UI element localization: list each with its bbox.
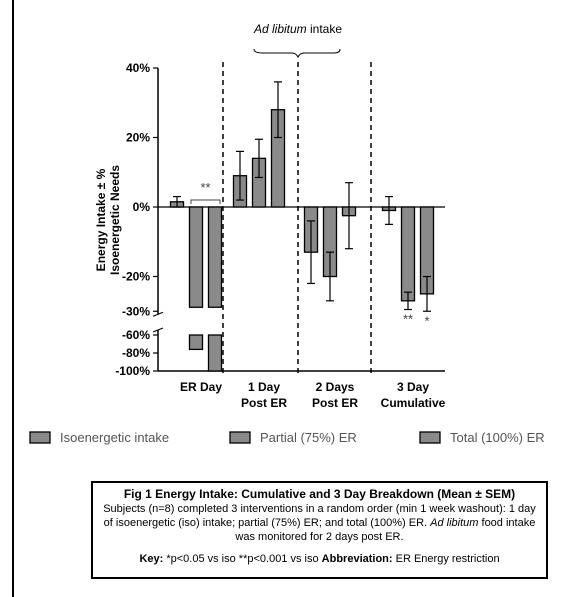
caption-body: Subjects (n=8) completed 3 interventions… (99, 502, 540, 544)
chart-plot-area: 40% 20% 0% -20% -30% -60% -80% -100% Energy Inta… (94, 22, 446, 410)
category-label-line: ER Day (180, 380, 222, 394)
significance-marker: ** (403, 312, 413, 327)
legend: Isoenergetic intake Partial (75%) ER Total… (29, 430, 545, 445)
category-label-line: Post ER (312, 396, 358, 410)
y-tick-label: -20% (122, 270, 150, 284)
y-tick-label: 0% (133, 200, 151, 214)
axis-break-mark-bottom (152, 327, 164, 333)
y-tick-label: -30% (122, 304, 150, 318)
axis-break-mark-top (152, 311, 164, 317)
category-label: ER Day (180, 380, 222, 394)
legend-label: Isoenergetic intake (60, 430, 169, 445)
category-label: 1 Day Post ER (241, 380, 287, 410)
y-tick-label: -80% (122, 346, 150, 360)
category-label-line: Cumulative (381, 396, 446, 410)
y-axis-label-line: Energy Intake ± % (94, 168, 108, 271)
legend-swatch (419, 431, 441, 444)
caption-body-1: Subjects (n=8) completed 3 interventions… (103, 503, 536, 529)
category-label-line: 1 Day (248, 380, 280, 394)
caption-body-italic: Ad libitum (430, 517, 479, 529)
abbreviation-label: Abbreviation: (321, 553, 393, 565)
category-label-line: 2 Days (316, 380, 355, 394)
annotation-rest: intake (307, 22, 343, 36)
left-border (12, 0, 14, 597)
caption-key: Key: *p<0.05 vs iso **p<0.001 vs iso Abb… (99, 552, 540, 566)
annotation-label: Ad libitum intake (253, 22, 342, 36)
y-axis-label-line: Isoenergetic Needs (108, 165, 122, 275)
key-label: Key: (139, 553, 164, 565)
figure-caption: Fig 1 Energy Intake: Cumulative and 3 Da… (91, 481, 548, 579)
y-tick-label: -60% (122, 328, 150, 342)
bar (400, 206, 416, 302)
key-text: *p<0.05 vs iso **p<0.001 vs iso (163, 553, 322, 565)
y-axis-label: Energy Intake ± %Isoenergetic Needs (94, 165, 122, 275)
legend-swatch (229, 431, 251, 444)
category-label: 2 Days Post ER (312, 380, 358, 410)
y-tick-label: -100% (115, 364, 150, 378)
y-tick-label: 20% (126, 131, 150, 145)
bar (207, 334, 223, 372)
category-label-line: 3 Day (397, 380, 429, 394)
significance-bracket (190, 199, 221, 204)
caption-title: Fig 1 Energy Intake: Cumulative and 3 Da… (123, 487, 516, 501)
bar (188, 334, 204, 351)
y-tick-label: 40% (126, 61, 150, 75)
category-label: 3 Day Cumulative (381, 380, 446, 410)
bar (207, 206, 223, 308)
significance-marker: * (424, 313, 429, 328)
legend-swatch (29, 431, 51, 444)
abbreviation-text: ER Energy restriction (392, 553, 500, 565)
caption-body-2: food intake was monitored for 2 days pos… (235, 517, 536, 543)
significance-marker: ** (200, 180, 210, 195)
annotation-brace (253, 48, 341, 59)
category-label-line: Post ER (241, 396, 287, 410)
bar (188, 206, 204, 308)
legend-label: Partial (75%) ER (260, 430, 357, 445)
annotation-italic: Ad libitum (253, 22, 307, 36)
legend-label: Total (100%) ER (450, 430, 545, 445)
